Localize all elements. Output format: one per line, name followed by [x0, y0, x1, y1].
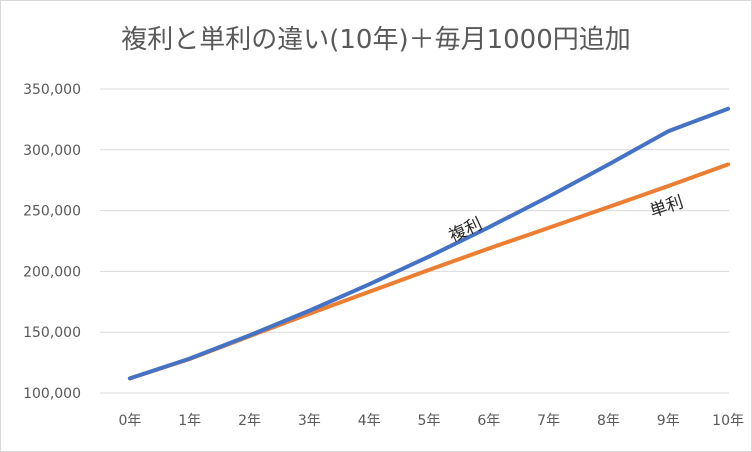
x-tick-label: 9年 — [657, 413, 680, 429]
x-tick-label: 2年 — [238, 413, 261, 429]
x-tick-label: 10年 — [712, 413, 744, 429]
y-tick-label: 100,000 — [23, 386, 81, 402]
y-tick-label: 350,000 — [23, 82, 81, 98]
x-tick-label: 5年 — [418, 413, 441, 429]
x-tick-label: 0年 — [118, 413, 141, 429]
x-tick-label: 3年 — [298, 413, 321, 429]
y-tick-label: 250,000 — [23, 204, 81, 220]
x-tick-label: 6年 — [477, 413, 500, 429]
x-tick-label: 8年 — [597, 413, 620, 429]
series-annotation-label: 単利 — [647, 192, 686, 222]
y-tick-label: 150,000 — [23, 325, 81, 341]
y-tick-label: 200,000 — [23, 264, 81, 280]
y-tick-label: 300,000 — [23, 143, 81, 159]
series-line-0 — [127, 106, 731, 381]
x-tick-label: 1年 — [178, 413, 201, 429]
x-tick-label: 4年 — [358, 413, 381, 429]
x-tick-label: 7年 — [537, 413, 560, 429]
chart-title: 複利と単利の違い(10年)＋毎月1000円追加 — [121, 25, 631, 55]
series-annotation-label: 複利 — [446, 214, 485, 246]
